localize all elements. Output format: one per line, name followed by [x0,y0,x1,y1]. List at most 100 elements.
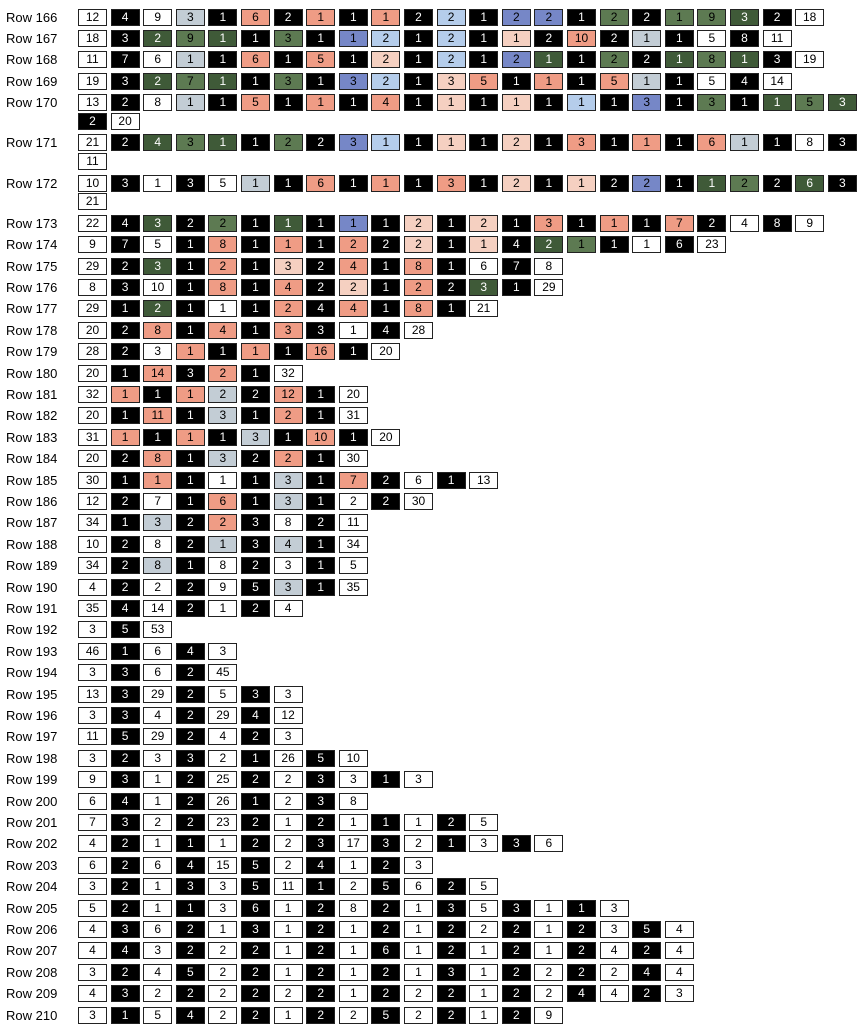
stitch-count-cell: 2 [175,942,205,960]
stitch-count-cell: 2 [306,514,336,532]
stitch-count-cell: 2 [501,51,531,69]
stitch-count-cell: 8 [273,514,303,532]
stitch-count-cell: 1 [404,963,433,981]
stitch-count-cell: 1 [110,428,140,446]
stitch-count-cell: 7 [110,51,140,69]
stitch-count-cell: 1 [208,535,238,553]
row-label: Row 196 [6,707,58,723]
stitch-count-cell: 2 [241,599,270,617]
stitch-count-cell: 6 [78,856,107,874]
stitch-count-cell: 4 [78,985,107,1003]
stitch-count-cell: 5 [110,621,140,639]
stitch-count-cell: 2 [534,29,564,47]
stitch-count-cell: 2 [436,51,466,69]
stitch-count-cell: 22 [78,214,107,232]
stitch-count-cell: 2 [338,236,368,254]
row-label: Row 176 [6,279,58,295]
stitch-count-cell: 20 [371,343,401,361]
stitch-count-cell: 8 [338,792,368,810]
stitch-count-cell: 1 [175,51,205,69]
stitch-count-cell: 4 [371,321,401,339]
stitch-count-cell: 2 [338,1006,368,1024]
stitch-count-cell: 2 [534,963,564,981]
stitch-count-cell: 1 [241,72,270,90]
stitch-count-cell: 2 [404,236,433,254]
stitch-count-cell: 1 [306,535,336,553]
stitch-count-cell: 2 [110,835,140,853]
stitch-count-cell: 2 [143,29,173,47]
stitch-count-cell: 3 [273,72,303,90]
stitch-count-cell: 28 [78,343,107,361]
stitch-count-cell: 1 [404,134,433,152]
stitch-count-cell: 1 [567,94,596,112]
row-label: Row 186 [6,493,58,509]
row-label: Row 193 [6,643,58,659]
stitch-count-cell: 1 [762,94,792,112]
stitch-count-cell: 1 [469,94,499,112]
stitch-count-cell: 1 [241,471,270,489]
stitch-count-cell: 3 [175,364,205,382]
stitch-count-cell: 1 [143,471,173,489]
stitch-count-cell: 4 [175,642,205,660]
stitch-count-cell: 2 [469,920,499,938]
stitch-count-cell: 1 [338,94,368,112]
stitch-count-cell: 1 [175,557,205,575]
row-label: Row 195 [6,686,58,702]
stitch-count-cell: 2 [371,51,401,69]
stitch-count-cell: 1 [338,942,368,960]
stitch-count-cell: 21 [78,193,107,211]
stitch-count-cell: 2 [175,685,205,703]
stitch-count-cell: 1 [664,51,694,69]
stitch-count-cell: 1 [664,8,694,26]
stitch-count-cell: 1 [208,51,238,69]
row-label: Row 208 [6,964,58,980]
stitch-count-cell: 11 [338,514,368,532]
stitch-count-cell: 2 [306,963,336,981]
stitch-count-cell: 1 [404,94,433,112]
stitch-count-cell: 31 [78,428,107,446]
stitch-count-cell: 2 [110,257,140,275]
stitch-count-cell: 4 [599,942,629,960]
stitch-count-cell: 3 [567,134,596,152]
stitch-count-cell: 2 [599,963,629,981]
stitch-count-cell: 2 [273,300,303,318]
stitch-count-cell: 5 [241,94,270,112]
stitch-count-cell: 1 [436,214,466,232]
stitch-count-cell: 1 [404,899,433,917]
stitch-count-cell: 9 [78,236,107,254]
stitch-count-cell: 1 [241,364,270,382]
stitch-count-cell: 2 [143,578,173,596]
stitch-count-cell: 1 [241,29,270,47]
stitch-count-cell: 4 [175,1006,205,1024]
stitch-count-cell: 1 [534,94,564,112]
stitch-count-cell: 29 [78,300,107,318]
stitch-count-cell: 1 [208,343,238,361]
stitch-count-cell: 2 [599,51,629,69]
stitch-count-cell: 2 [208,214,238,232]
stitch-count-cell: 28 [404,321,433,339]
stitch-count-cell: 2 [273,835,303,853]
stitch-count-cell: 4 [78,920,107,938]
stitch-count-cell: 2 [632,8,662,26]
row-label: Row 178 [6,322,58,338]
stitch-count-cell: 4 [338,300,368,318]
stitch-count-cell: 1 [469,29,499,47]
stitch-count-cell: 1 [338,428,368,446]
stitch-count-cell: 1 [404,72,433,90]
stitch-count-cell: 1 [208,29,238,47]
stitch-count-cell: 32 [78,385,107,403]
stitch-count-cell: 1 [175,471,205,489]
stitch-count-cell: 3 [208,642,238,660]
stitch-count-cell: 1 [175,236,205,254]
row-label: Row 197 [6,729,58,745]
stitch-count-cell: 17 [338,835,368,853]
stitch-count-cell: 2 [273,407,303,425]
stitch-count-cell: 2 [241,450,270,468]
stitch-count-cell: 1 [632,236,662,254]
stitch-count-cell: 4 [273,599,303,617]
stitch-count-cell: 8 [78,278,107,296]
stitch-count-cell: 2 [208,963,238,981]
stitch-count-cell: 1 [469,985,499,1003]
stitch-count-cell: 3 [78,1006,107,1024]
stitch-count-cell: 3 [273,685,303,703]
